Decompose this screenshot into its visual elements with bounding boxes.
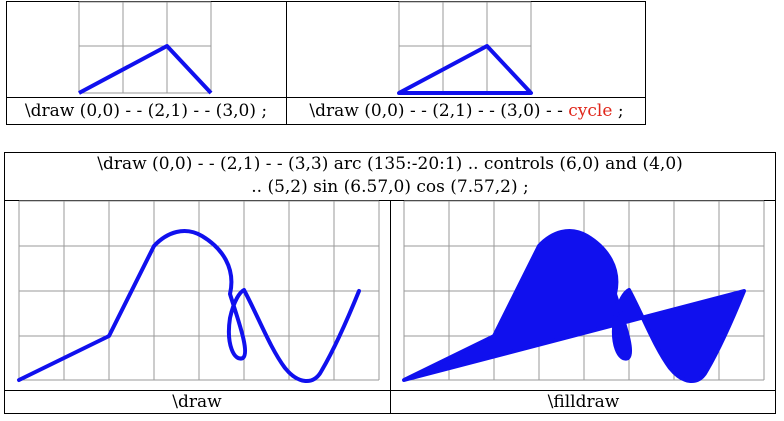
filldraw-path xyxy=(402,229,746,383)
bottom-header-line-2: .. (5,2) sin (6.57,0) cos (7.57,2) ; xyxy=(4,177,776,197)
header-code-line-1: \draw (0,0) - - (2,1) - - (3,3) arc (135… xyxy=(97,154,683,174)
filldraw-caption-text: \filldraw xyxy=(547,392,620,412)
closed-path-code: \draw (0,0) - - (2,1) - - (3,0) - - xyxy=(309,101,563,121)
top-table-border xyxy=(6,1,646,125)
bottom-header-line-1: \draw (0,0) - - (2,1) - - (3,3) arc (135… xyxy=(4,154,776,174)
open-path-code: \draw (0,0) - - (2,1) - - (3,0) ; xyxy=(24,101,268,121)
open-path-figure xyxy=(78,1,213,95)
bottom-table-divider xyxy=(390,200,391,414)
header-code-line-2: .. (5,2) sin (6.57,0) cos (7.57,2) ; xyxy=(251,177,529,197)
bottom-table: \draw (0,0) - - (2,1) - - (3,3) arc (135… xyxy=(4,152,776,414)
top-table: \draw (0,0) - - (2,1) - - (3,0) ; \draw … xyxy=(6,1,646,125)
closed-triangle xyxy=(397,44,533,95)
draw-caption: \draw xyxy=(4,392,390,412)
filldraw-caption: \filldraw xyxy=(391,392,776,412)
closed-path-caption: \draw (0,0) - - (2,1) - - (3,0) - - cycl… xyxy=(287,101,646,121)
open-path-caption: \draw (0,0) - - (2,1) - - (3,0) ; xyxy=(6,101,286,121)
closed-path-semicolon: ; xyxy=(617,101,624,121)
top-table-divider xyxy=(286,1,287,125)
closed-path-figure xyxy=(397,1,533,95)
cycle-keyword: cycle xyxy=(568,101,613,121)
draw-path xyxy=(17,229,361,383)
open-polyline xyxy=(78,44,213,95)
top-table-caption-rule xyxy=(6,97,646,98)
draw-caption-text: \draw xyxy=(172,392,222,412)
